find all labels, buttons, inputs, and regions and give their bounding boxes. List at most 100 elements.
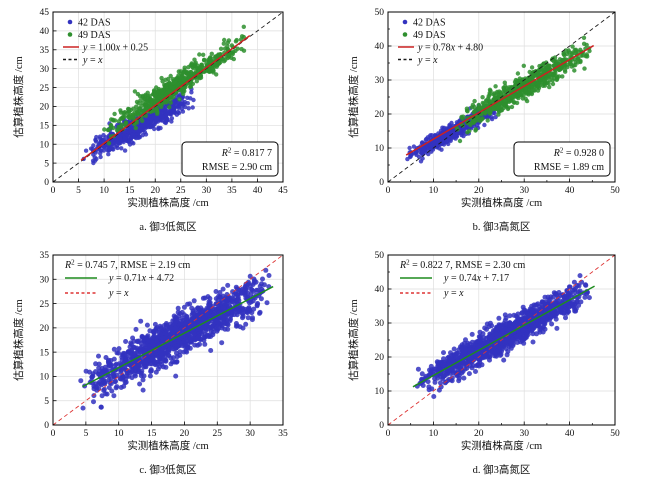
fit-line [80, 35, 251, 161]
svg-text:y = 1.00x + 0.25: y = 1.00x + 0.25 [82, 42, 148, 53]
svg-text:50: 50 [375, 8, 385, 18]
svg-text:0: 0 [386, 186, 391, 196]
svg-text:42 DAS: 42 DAS [413, 17, 446, 28]
svg-text:15: 15 [40, 122, 50, 132]
svg-text:0: 0 [44, 178, 49, 188]
svg-text:0: 0 [44, 421, 49, 431]
svg-text:42 DAS: 42 DAS [78, 17, 111, 28]
svg-text:30: 30 [40, 65, 50, 75]
fit-line [82, 285, 274, 388]
series-49-das [454, 35, 592, 144]
fit-line [405, 44, 595, 156]
svg-text:35: 35 [278, 429, 288, 439]
svg-text:35: 35 [227, 186, 237, 196]
svg-text:20: 20 [40, 103, 50, 113]
svg-text:15: 15 [125, 186, 135, 196]
axis-ticks: 00 5 5 10 10 15 15 20 20 25 25 30 30 35 35 40 40 45 45 [40, 8, 289, 196]
subplot-a-chart: 00 5 5 10 10 15 15 20 20 25 25 30 30 35 35 40 40 45 45 实测植株… [12, 8, 289, 209]
svg-text:15: 15 [40, 348, 50, 358]
svg-text:30: 30 [40, 275, 50, 285]
svg-text:10: 10 [40, 140, 50, 150]
svg-text:10: 10 [429, 186, 439, 196]
svg-text:R2 = 0.745 7, RMSE = 2.19 cm: R2 = 0.745 7, RMSE = 2.19 cm [64, 259, 191, 272]
svg-text:5: 5 [76, 186, 81, 196]
subplot-b-chart: 00 10 10 20 20 30 30 40 40 50 50 实测植株高度 /cm 估算植株高度 /… [347, 8, 621, 209]
x-axis-label: 实测植株高度 /cm [461, 439, 542, 452]
subplot-a-cell: 0 0 5 5 10 10 15 15 20 20 25 25 30 30 35 35 40 40 45 45 实测植株… [0, 0, 325, 243]
plot-frame [52, 254, 284, 426]
svg-text:35: 35 [40, 251, 50, 261]
svg-text:25: 25 [176, 186, 186, 196]
subplot-b-cell: 0 0 10 10 20 20 30 30 40 40 50 50 实测植株高度 /cm 估算植株高度 /… [325, 0, 650, 243]
x-axis-label: 实测植株高度 /cm [127, 439, 208, 452]
svg-text:40: 40 [40, 27, 50, 37]
svg-text:RMSE = 2.90 cm: RMSE = 2.90 cm [202, 162, 272, 173]
series-42-49-das [78, 267, 272, 411]
stats-box: R2 = 0.817 7 RMSE = 2.90 cm [181, 141, 279, 177]
stats-box: R2 = 0.928 0 RMSE = 1.89 cm [513, 141, 611, 177]
y-axis-label: 估算植株高度 /cm [12, 299, 25, 380]
svg-text:5: 5 [83, 429, 88, 439]
subplot-b-caption: b. 御3高氮区 [472, 222, 531, 233]
svg-text:30: 30 [375, 76, 385, 86]
svg-text:30: 30 [519, 186, 529, 196]
y-axis-label: 估算植株高度 /cm [347, 299, 360, 380]
svg-text:5: 5 [44, 159, 49, 169]
subplot-c-caption: c. 御3低氮区 [139, 465, 197, 476]
y-axis-label: 估算植株高度 /cm [12, 56, 25, 137]
legend: R2 = 0.745 7, RMSE = 2.19 cmy = 0.71x + … [64, 259, 191, 300]
svg-text:25: 25 [40, 300, 50, 310]
svg-text:RMSE = 1.89 cm: RMSE = 1.89 cm [534, 162, 604, 173]
plot-frame [52, 11, 284, 183]
svg-text:y = 0.78x + 4.80: y = 0.78x + 4.80 [417, 42, 483, 53]
svg-text:0: 0 [51, 186, 56, 196]
subplot-d-caption: d. 御3高氮区 [472, 465, 531, 476]
axis-ticks: 00 5 5 10 10 15 15 20 20 25 25 30 30 35 35 [40, 251, 289, 439]
scatter-points [78, 267, 272, 411]
svg-text:10: 10 [375, 144, 385, 154]
svg-text:49 DAS: 49 DAS [78, 30, 111, 41]
svg-text:5: 5 [44, 397, 49, 407]
identity-line [387, 11, 616, 183]
svg-text:49 DAS: 49 DAS [413, 30, 446, 41]
identity-line [52, 11, 284, 183]
svg-text:30: 30 [245, 429, 255, 439]
svg-text:45: 45 [278, 186, 288, 196]
svg-text:20: 20 [180, 429, 190, 439]
svg-text:y = x: y = x [417, 55, 438, 66]
legend: R2 = 0.822 7, RMSE = 2.30 cmy = 0.74x + … [399, 259, 526, 300]
svg-text:25: 25 [213, 429, 223, 439]
y-axis-label: 估算植株高度 /cm [347, 56, 360, 137]
svg-text:10: 10 [114, 429, 124, 439]
svg-text:40: 40 [375, 42, 385, 52]
identity-line [387, 254, 616, 426]
svg-text:0: 0 [379, 178, 384, 188]
svg-text:10: 10 [99, 186, 109, 196]
svg-text:30: 30 [202, 186, 212, 196]
svg-text:20: 20 [474, 186, 484, 196]
svg-text:y = x: y = x [108, 288, 129, 299]
svg-text:50: 50 [610, 186, 620, 196]
svg-text:25: 25 [40, 84, 50, 94]
subplot-c-chart: 00 5 5 10 10 15 15 20 20 25 25 30 30 35 35 实测植株高度 /cm 估算… [12, 251, 289, 452]
svg-text:45: 45 [40, 8, 50, 18]
svg-text:10: 10 [40, 373, 50, 383]
svg-text:40: 40 [253, 186, 263, 196]
svg-text:y = x: y = x [82, 55, 103, 66]
svg-text:0: 0 [51, 429, 56, 439]
svg-text:15: 15 [147, 429, 157, 439]
svg-text:R2 = 0.928 0: R2 = 0.928 0 [553, 147, 604, 160]
x-axis-label: 实测植株高度 /cm [127, 196, 208, 209]
fit-line [412, 285, 595, 388]
svg-text:40: 40 [565, 186, 575, 196]
svg-text:R2 = 0.817 7: R2 = 0.817 7 [221, 147, 272, 160]
svg-text:20: 20 [40, 324, 50, 334]
subplot-d-cell: 0 0 10 10 20 20 30 30 40 40 50 50 实测植株高度 /cm 估算植株高度 /… [325, 243, 650, 486]
svg-text:35: 35 [40, 46, 50, 56]
